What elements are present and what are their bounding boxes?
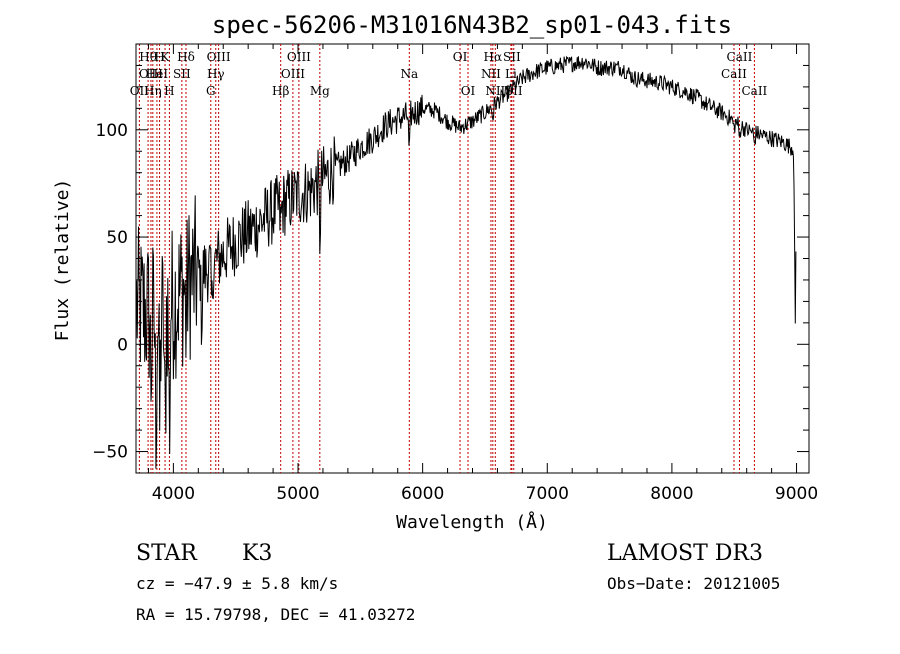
x-tick-label: 8000 bbox=[650, 484, 693, 504]
y-tick-label: 0 bbox=[117, 335, 128, 355]
line-label: OII bbox=[130, 84, 150, 98]
line-label: H bbox=[164, 84, 174, 98]
spectrum-line bbox=[136, 55, 797, 469]
line-label: OIII bbox=[207, 50, 231, 64]
line-label: Hγ bbox=[207, 67, 225, 81]
line-label: Li bbox=[505, 67, 517, 81]
chart-title: spec-56206-M31016N43B2_sp01-043.fits bbox=[212, 11, 732, 39]
x-axis-label: Wavelength (Å) bbox=[396, 511, 548, 533]
line-label: CaII bbox=[721, 67, 747, 81]
line-label: CaII bbox=[741, 84, 767, 98]
object-subclass: K3 bbox=[242, 541, 272, 566]
redshift-value: cz = −47.9 ± 5.8 km/s bbox=[136, 574, 338, 593]
x-tick-label: 7000 bbox=[526, 484, 569, 504]
line-label: Hη bbox=[144, 84, 162, 98]
object-class: STAR bbox=[136, 541, 198, 566]
spectral-line-labels: OIIHθOIIIHηHeIHKHSIIHδGHγOIIIHβOIIIOIIIM… bbox=[130, 50, 768, 98]
line-label: NII bbox=[481, 67, 501, 81]
line-label: OIII bbox=[139, 67, 163, 81]
line-label: Na bbox=[400, 67, 418, 81]
line-label: OI bbox=[461, 84, 476, 98]
plot-frame bbox=[135, 43, 810, 474]
line-label: Hδ bbox=[177, 50, 195, 64]
survey-name: LAMOST DR3 bbox=[607, 541, 763, 566]
x-tick-label: 4000 bbox=[152, 484, 195, 504]
line-label: SII bbox=[173, 67, 191, 81]
y-tick-label: 100 bbox=[96, 121, 128, 141]
line-label: OIII bbox=[287, 50, 311, 64]
line-label: G bbox=[206, 84, 216, 98]
coordinates: RA = 15.79798, DEC = 41.03272 bbox=[136, 605, 415, 624]
y-axis-label: Flux (relative) bbox=[52, 179, 73, 342]
line-label: Mg bbox=[310, 84, 330, 98]
line-label: HeI bbox=[146, 67, 169, 81]
line-label: H bbox=[154, 50, 164, 64]
y-tick-label: −50 bbox=[92, 443, 128, 463]
line-label: OIII bbox=[281, 67, 305, 81]
spectrum-series bbox=[136, 55, 797, 469]
line-label: CaII bbox=[727, 50, 753, 64]
x-tick-label: 9000 bbox=[775, 484, 818, 504]
line-label: Hβ bbox=[272, 84, 289, 98]
x-tick-label: 6000 bbox=[401, 484, 444, 504]
line-label: Hθ bbox=[139, 50, 157, 64]
x-tick-label: 5000 bbox=[276, 484, 319, 504]
x-axis: 4000 5000 6000 7000 8000 9000 bbox=[147, 44, 818, 504]
line-label: Hα bbox=[484, 50, 503, 64]
observation-date: Obs−Date: 20121005 bbox=[607, 574, 780, 593]
y-tick-label: 50 bbox=[106, 228, 128, 248]
y-axis: −50 0 50 100 bbox=[92, 43, 809, 474]
line-label: OI bbox=[453, 50, 468, 64]
spectral-line-markers bbox=[138, 44, 755, 473]
line-label: K bbox=[161, 50, 171, 64]
line-label: SII bbox=[503, 50, 521, 64]
